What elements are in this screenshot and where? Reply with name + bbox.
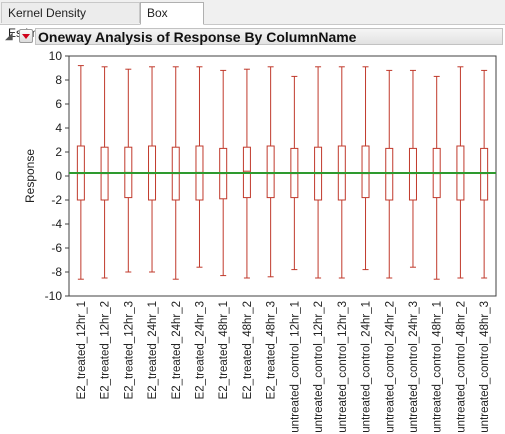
box-3 <box>124 68 133 273</box>
report-title: Oneway Analysis of Response By ColumnNam… <box>38 29 357 45</box>
x-tick-label: E2_treated_24hr_2 <box>171 301 183 399</box>
box-iqr <box>480 147 489 201</box>
x-tick-label: E2_treated_24hr_1 <box>147 301 159 399</box>
x-tick-label: untreated_control_48hr_2 <box>455 301 467 433</box>
tab-bar: Kernel Density Estimates Box Plots <box>0 0 505 40</box>
x-tick-label: untreated_control_24hr_2 <box>384 301 396 433</box>
box-16 <box>432 75 441 280</box>
report-outline-header: ◢ Oneway Analysis of Response By ColumnN… <box>0 27 505 47</box>
y-tick-label: 0 <box>55 169 62 183</box>
y-tick-label: -6 <box>51 241 62 255</box>
x-tick-label: untreated_control_12hr_1 <box>289 301 301 433</box>
x-tick-label: E2_treated_24hr_3 <box>194 301 206 399</box>
y-tick-label: 6 <box>55 97 62 111</box>
outline-title-bar: Oneway Analysis of Response By ColumnNam… <box>35 28 503 45</box>
red-triangle-menu-button[interactable] <box>19 29 33 43</box>
box-iqr <box>266 145 275 199</box>
x-tick-label: untreated_control_48hr_3 <box>479 301 491 433</box>
x-tick-label: untreated_control_24hr_1 <box>361 301 373 433</box>
y-tick-label: -2 <box>51 193 62 207</box>
box-9 <box>266 66 275 278</box>
box-14 <box>385 69 394 279</box>
x-tick-label: E2_treated_48hr_3 <box>266 301 278 399</box>
y-tick-label: -8 <box>51 265 62 279</box>
disclosure-triangle-icon[interactable]: ◢ <box>5 31 13 42</box>
y-tick-label: 4 <box>55 121 62 135</box>
y-axis-label: Response <box>23 149 37 203</box>
box-13 <box>361 66 370 271</box>
box-15 <box>408 69 417 268</box>
box-4 <box>148 66 157 273</box>
box-18 <box>480 69 489 279</box>
tab-box-plots[interactable]: Box Plots <box>140 2 204 40</box>
x-tick-label: E2_treated_12hr_2 <box>100 301 112 399</box>
box-iqr <box>385 147 394 201</box>
y-tick-label: -4 <box>51 217 62 231</box>
x-tick-label: E2_treated_48hr_2 <box>242 301 254 399</box>
box-6 <box>195 66 204 268</box>
x-tick-label: E2_treated_12hr_3 <box>123 301 135 399</box>
y-tick-label: 10 <box>49 49 63 63</box>
x-tick-label: untreated_control_12hr_3 <box>337 301 349 433</box>
y-tick-label: 8 <box>55 73 62 87</box>
y-tick-label: 2 <box>55 145 62 159</box>
box-iqr <box>361 145 370 199</box>
red-triangle-icon <box>22 34 30 39</box>
x-tick-label: untreated_control_48hr_1 <box>432 301 444 433</box>
x-tick-label: E2_treated_48hr_1 <box>218 301 230 399</box>
plot-frame <box>68 55 497 297</box>
x-tick-label: untreated_control_24hr_3 <box>408 301 420 433</box>
x-tick-label: E2_treated_12hr_1 <box>76 301 88 399</box>
box-iqr <box>408 147 417 201</box>
y-tick-label: -10 <box>45 289 63 303</box>
x-tick-label: untreated_control_12hr_2 <box>313 301 325 433</box>
